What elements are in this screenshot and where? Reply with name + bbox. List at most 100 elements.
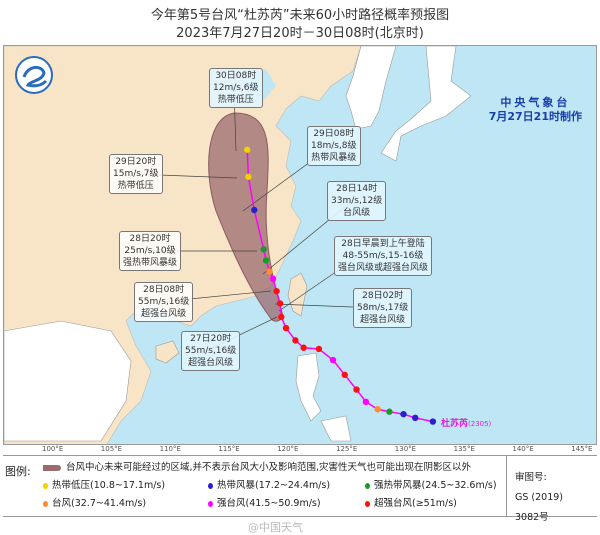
typhoon-name: 杜苏芮(2305) — [441, 419, 492, 429]
legend-dot-icon — [43, 500, 48, 507]
legend-item-label: 台风(32.7~41.4m/s) — [52, 498, 147, 509]
forecast-label-time: 28日20时 — [129, 234, 171, 244]
forecast-label-level: 超强台风级 — [188, 358, 234, 368]
forecast-cone — [208, 112, 284, 322]
forecast-label-level: 强热带风暴级 — [123, 258, 178, 268]
track-point-td — [244, 146, 251, 153]
track-point-super — [300, 344, 307, 351]
track-point-ty — [374, 406, 381, 413]
cma-logo — [15, 56, 53, 94]
legend-dot-icon — [365, 482, 370, 489]
legend-item: 强热带风暴(24.5~32.6m/s) — [365, 477, 497, 491]
watermark: @中国天气 — [248, 521, 303, 534]
forecast-label-wind: 48-55m/s,15-16级 — [342, 251, 424, 261]
longitude-label: 125°E — [336, 445, 358, 453]
legend-item-label: 热带风暴(17.2~24.4m/s) — [217, 480, 331, 491]
forecast-label: 29日08时 18m/s,8级 热带风暴级 — [307, 126, 361, 166]
japan — [380, 46, 472, 162]
forecast-label-level: 强台风级或超强台风级 — [338, 263, 429, 273]
track-point-ts — [412, 414, 419, 422]
legend-item: 强台风(41.5~50.9m/s) — [208, 495, 321, 509]
hainan — [155, 340, 180, 364]
map-subtitle: 2023年7月27日20时－30日08时(北京时) — [176, 26, 424, 41]
track-point-sts — [260, 246, 267, 253]
korea — [345, 46, 397, 130]
legend-dot-icon — [43, 482, 48, 489]
issue-time: 7月27日21时制作 — [488, 110, 582, 123]
track-point-super — [282, 324, 290, 332]
forecast-label: 28日02时 58m/s,17级 超强台风级 — [353, 288, 413, 328]
longitude-label: 140°E — [512, 445, 534, 453]
philippines — [295, 352, 352, 442]
legend: 图例: 台风中心未来可能经过的区域,并不表示台风大小及影响范围,灾害性天气也可能… — [3, 455, 597, 523]
forecast-label-level: 超强台风级 — [360, 315, 406, 325]
forecast-label-time: 29日20时 — [115, 157, 157, 167]
legend-item: 台风(32.7~41.4m/s) — [43, 495, 146, 509]
forecast-label-time: 28日08时 — [143, 285, 185, 295]
longitude-label: 130°E — [394, 445, 417, 453]
forecast-label: 28日20时 25m/s,10级 强热带风暴级 — [119, 231, 182, 271]
legend-dot-icon — [365, 500, 370, 507]
legend-dot-icon — [208, 482, 213, 489]
agency-stamp: 中央气象台 7月27日21时制作 — [489, 96, 582, 124]
indochina — [4, 320, 132, 442]
legend-dot-icon — [208, 500, 213, 507]
track-point-super — [292, 337, 299, 344]
forecast-label-level: 热带低压 — [217, 95, 254, 105]
legend-item: 超强台风(≥51m/s) — [365, 495, 457, 509]
track-point-td — [245, 173, 252, 180]
longitude-label: 145°E — [571, 445, 593, 453]
review-label: 审图号: — [515, 472, 547, 483]
forecast-label: 27日20时 55m/s,16级 超强台风级 — [181, 331, 241, 371]
forecast-label-time: 30日08时 — [215, 71, 257, 81]
forecast-label: 28日早晨到上午登陆 48-55m/s,15-16级 强台风级或超强台风级 — [334, 236, 433, 276]
track-point-sty — [269, 275, 277, 283]
track-point-sty — [362, 398, 370, 406]
longitude-label: 100°E — [42, 445, 64, 453]
forecast-label-level: 热带风暴级 — [311, 153, 357, 163]
legend-item-label: 超强台风(≥51m/s) — [374, 498, 457, 509]
longitude-label: 105°E — [100, 445, 123, 453]
forecast-label-wind: 15m/s,7级 — [113, 169, 159, 179]
track-point-super — [278, 313, 285, 321]
legend-item: 热带低压(10.8~17.1m/s) — [43, 477, 165, 491]
review-panel: 审图号: GS (2019) 3082号 — [506, 456, 597, 523]
legend-item-label: 强热带风暴(24.5~32.6m/s) — [374, 480, 497, 491]
legend-title: 图例: — [5, 465, 31, 478]
forecast-label-wind: 25m/s,10级 — [124, 246, 176, 256]
forecast-label-wind: 33m/s,12级 — [331, 196, 383, 206]
track-point-super — [273, 287, 280, 295]
legend-cone-desc: 台风中心未来可能经过的区域,并不表示台风大小及影响范围,灾害性天气也可能出现在阴… — [66, 462, 472, 473]
track-point-sts — [386, 408, 393, 415]
forecast-label-wind: 58m/s,17级 — [357, 303, 409, 313]
track-point-ts — [251, 206, 258, 214]
forecast-label-wind: 12m/s,6级 — [213, 83, 259, 93]
track-point-sts — [262, 257, 270, 264]
track-point-super — [276, 300, 284, 307]
forecast-label-level: 台风级 — [343, 208, 371, 218]
track-point-ty — [266, 268, 273, 275]
longitude-label: 135°E — [453, 445, 475, 453]
typhoon-track-map: 中央气象台 7月27日21时制作 30日08时 12m/s,6级 热带低压 29日20… — [3, 45, 597, 445]
track-point-super — [353, 386, 360, 393]
map-title: 今年第5号台风“杜苏芮”未来60小时路径概率预报图 — [150, 8, 450, 23]
forecast-label-level: 热带低压 — [117, 181, 154, 191]
forecast-label-time: 28日早晨到上午登陆 — [341, 239, 425, 249]
forecast-label-wind: 55m/s,16级 — [138, 297, 190, 307]
legend-item: 热带风暴(17.2~24.4m/s) — [208, 477, 330, 491]
forecast-label-time: 27日20时 — [190, 334, 232, 344]
track-point-super — [341, 371, 348, 379]
forecast-label-time: 28日02时 — [362, 291, 404, 301]
forecast-label-wind: 18m/s,8级 — [311, 141, 357, 151]
review-number: GS (2019) 3082号 — [515, 492, 564, 523]
longitude-label: 120°E — [277, 445, 299, 453]
cone-swatch-icon — [43, 464, 61, 471]
forecast-label-level: 超强台风级 — [141, 309, 187, 319]
track-point-sty — [329, 356, 337, 364]
track-point-ts — [400, 410, 407, 418]
track-point-ts — [429, 418, 437, 425]
legend-item-label: 强台风(41.5~50.9m/s) — [217, 498, 321, 509]
longitude-label: 115°E — [218, 445, 240, 453]
forecast-label: 28日14时 33m/s,12级 台风级 — [327, 181, 387, 221]
forecast-label-time: 28日14时 — [336, 184, 378, 194]
